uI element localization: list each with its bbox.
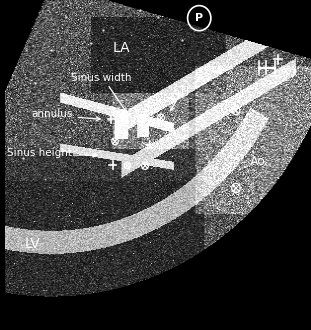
Text: Sinus height: Sinus height: [7, 148, 72, 158]
Text: STJ: STJ: [172, 86, 189, 96]
Text: annulus: annulus: [31, 109, 73, 119]
Text: P: P: [195, 13, 203, 23]
Text: Ao: Ao: [249, 155, 265, 168]
Text: LV: LV: [25, 237, 40, 251]
Text: Sinus width: Sinus width: [71, 73, 132, 82]
Text: LA: LA: [112, 41, 130, 55]
